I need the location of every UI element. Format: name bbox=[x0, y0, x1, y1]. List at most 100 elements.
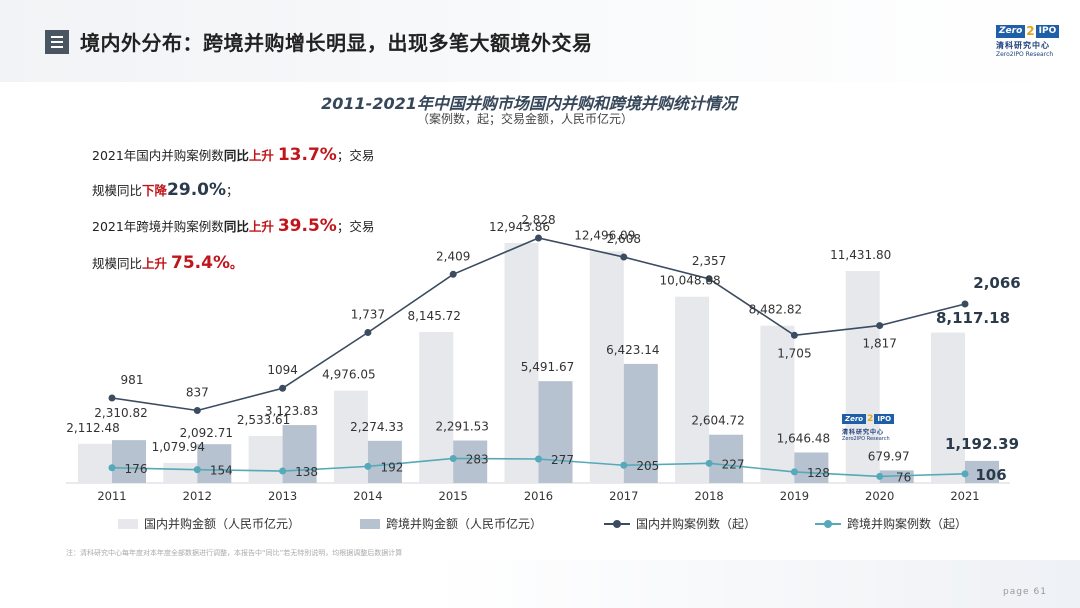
data-label-domestic-count: 2,828 bbox=[521, 213, 555, 227]
bar-cross-amount bbox=[453, 440, 488, 483]
note-line-2: 规模同比下降29.0%； bbox=[92, 180, 239, 200]
data-label-domestic-count: 2,409 bbox=[436, 249, 470, 263]
data-label-cross-count: 138 bbox=[295, 465, 318, 479]
data-label-cross-amount: 1,192.39 bbox=[945, 435, 1019, 453]
point-cross-count bbox=[961, 470, 969, 478]
data-label-domestic-amount: 8,482.82 bbox=[749, 303, 802, 317]
x-tick-label: 2016 bbox=[524, 489, 553, 503]
bar-domestic-amount bbox=[845, 271, 880, 483]
footer-band bbox=[0, 560, 1080, 608]
data-label-cross-amount: 2,291.53 bbox=[435, 420, 488, 434]
data-label-domestic-count: 1,737 bbox=[351, 308, 385, 322]
data-label-cross-count: 205 bbox=[636, 459, 659, 473]
data-label-domestic-amount: 4,976.05 bbox=[322, 368, 375, 382]
point-domestic-count bbox=[535, 234, 542, 242]
legend-swatch bbox=[815, 519, 841, 529]
data-label-domestic-amount: 8,145.72 bbox=[407, 309, 460, 323]
x-tick-label: 2021 bbox=[950, 489, 979, 503]
legend-domestic-count: 国内并购案例数（起） bbox=[604, 515, 756, 532]
point-cross-count bbox=[876, 472, 884, 480]
data-label-cross-count: 176 bbox=[125, 462, 148, 476]
page-title: 境内外分布：跨境并购增长明显，出现多笔大额境外交易 bbox=[80, 31, 593, 55]
zero2ipo-logo: Zero 2 IPO 清科研究中心 Zero2IPO Research bbox=[996, 24, 1060, 58]
legend-swatch bbox=[118, 518, 138, 529]
bar-cross-amount bbox=[282, 425, 317, 483]
data-label-domestic-count: 2,357 bbox=[692, 254, 726, 268]
page-number: page 61 bbox=[1003, 587, 1047, 597]
data-label-cross-count: 283 bbox=[466, 452, 489, 466]
bar-domestic-amount bbox=[760, 325, 795, 483]
data-label-domestic-amount: 12,943.86 bbox=[489, 220, 550, 234]
data-label-cross-amount: 3,123.83 bbox=[265, 404, 318, 418]
note-line-4: 规模同比上升 75.4%。 bbox=[92, 253, 243, 273]
bar-cross-amount bbox=[794, 452, 829, 483]
point-cross-count bbox=[535, 455, 542, 463]
data-label-cross-count: 227 bbox=[722, 457, 745, 471]
point-domestic-count bbox=[876, 322, 884, 330]
x-tick-label: 2015 bbox=[439, 489, 468, 503]
watermark-logo: Zero 2 IPO 清科研究中心 Zero2IPO Research bbox=[842, 412, 895, 442]
x-tick-label: 2017 bbox=[609, 489, 638, 503]
data-label-cross-amount: 2,274.33 bbox=[350, 420, 403, 434]
point-cross-count bbox=[790, 468, 798, 476]
bar-cross-amount bbox=[367, 440, 402, 483]
data-label-domestic-amount: 12,496.09 bbox=[574, 228, 635, 242]
point-domestic-count bbox=[705, 275, 713, 283]
point-cross-count bbox=[193, 466, 201, 474]
point-domestic-count bbox=[364, 329, 372, 337]
legend-cross-count: 跨境并购案例数（起） bbox=[815, 515, 967, 532]
data-label-domestic-amount: 10,048.88 bbox=[660, 274, 721, 288]
bar-domestic-amount bbox=[333, 390, 368, 483]
data-label-cross-count: 128 bbox=[807, 466, 830, 480]
data-label-domestic-amount: 2,533.61 bbox=[237, 413, 290, 427]
x-tick-label: 2012 bbox=[183, 489, 212, 503]
legend-domestic-amount: 国内并购金额（人民币亿元） bbox=[118, 515, 300, 532]
bar-cross-amount bbox=[197, 444, 232, 483]
menu-icon[interactable] bbox=[45, 30, 69, 54]
chart-subtitle: （案例数，起；交易金额，人民币亿元） bbox=[416, 112, 633, 126]
data-label-domestic-count: 1,817 bbox=[863, 337, 897, 351]
data-label-domestic-amount: 2,112.48 bbox=[66, 421, 119, 435]
footnote: 注：清科研究中心每年度对本年度全部数据进行调整，本报告中“同比”若无特别说明，均… bbox=[66, 549, 403, 557]
data-label-domestic-count: 981 bbox=[121, 373, 144, 387]
bar-domestic-amount bbox=[419, 331, 454, 483]
data-label-cross-amount: 5,491.67 bbox=[521, 360, 574, 374]
bar-domestic-amount bbox=[675, 296, 710, 483]
point-domestic-count bbox=[279, 384, 287, 392]
data-label-domestic-count: 2,066 bbox=[973, 274, 1020, 292]
bar-domestic-amount bbox=[589, 251, 624, 483]
bar-domestic-amount bbox=[504, 243, 539, 483]
legend-swatch bbox=[360, 518, 380, 529]
point-domestic-count bbox=[108, 394, 116, 402]
point-domestic-count bbox=[449, 270, 457, 278]
data-label-cross-amount: 1,646.48 bbox=[777, 431, 830, 445]
bar-domestic-amount bbox=[931, 332, 965, 483]
data-label-cross-amount: 2,092.71 bbox=[180, 426, 233, 440]
point-cross-count bbox=[449, 454, 457, 462]
data-label-cross-amount: 6,423.14 bbox=[606, 343, 659, 357]
x-tick-label: 2018 bbox=[694, 489, 723, 503]
point-cross-count bbox=[279, 467, 287, 475]
data-label-domestic-count: 1,705 bbox=[777, 346, 811, 360]
header-band bbox=[0, 0, 1080, 82]
bar-cross-amount bbox=[538, 381, 573, 483]
x-tick-label: 2013 bbox=[268, 489, 297, 503]
data-label-domestic-amount: 1,079.94 bbox=[152, 440, 205, 454]
legend-cross-amount: 跨境并购金额（人民币亿元） bbox=[360, 515, 542, 532]
data-label-cross-amount: 679.97 bbox=[868, 449, 910, 463]
point-domestic-count bbox=[193, 406, 201, 414]
x-tick-label: 2014 bbox=[353, 489, 382, 503]
x-tick-label: 2020 bbox=[865, 489, 894, 503]
bar-cross-amount bbox=[965, 460, 999, 483]
data-label-cross-count: 154 bbox=[210, 464, 233, 478]
data-label-cross-count: 277 bbox=[551, 453, 574, 467]
point-domestic-count bbox=[620, 253, 628, 261]
point-domestic-count bbox=[961, 300, 969, 308]
note-line-3: 2021年跨境并购案例数同比上升 39.5%；交易 bbox=[92, 216, 375, 236]
data-label-domestic-amount: 11,431.80 bbox=[830, 248, 891, 262]
x-tick-label: 2019 bbox=[780, 489, 809, 503]
bar-cross-amount bbox=[709, 434, 744, 483]
x-tick-label: 2011 bbox=[97, 489, 126, 503]
data-label-domestic-amount: 8,117.18 bbox=[936, 309, 1010, 327]
